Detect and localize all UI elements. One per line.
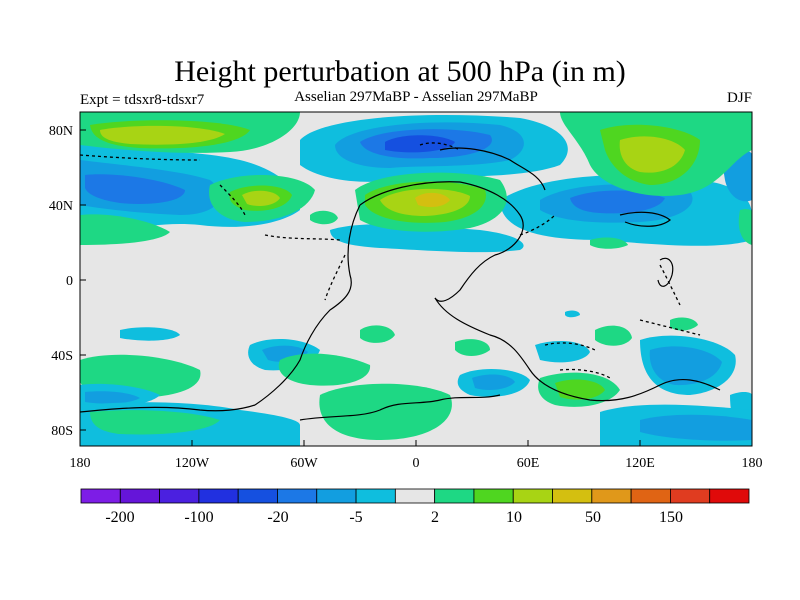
contour-pos-east-band: [738, 209, 752, 245]
contour-neg-sw-small: [120, 327, 180, 341]
contour-neg-band-40n: [330, 224, 524, 253]
coast-pangea-south: [434, 297, 721, 402]
contour-neg-aus: [535, 340, 590, 363]
coast-east-block: [657, 257, 674, 287]
contour-pos-small-20n: [590, 237, 628, 249]
coast-china-block: [619, 211, 671, 227]
season-label: DJF: [726, 90, 752, 106]
colorbar: [80, 488, 750, 504]
contour-neg-s-indian-mid: [472, 374, 515, 390]
colorbar-swatch: [709, 488, 750, 504]
colorbar-swatch: [277, 488, 318, 504]
y-tick-label: 40S: [51, 349, 73, 364]
y-axis-labels: 80N 40N 0 40S 80S: [49, 124, 73, 439]
x-tick-label: 120E: [625, 456, 655, 471]
colorbar-label: -100: [184, 509, 213, 526]
colorbar-label: -5: [349, 509, 362, 526]
contour-pos-s-atlantic: [319, 383, 452, 440]
y-tick-label: 80N: [49, 124, 73, 139]
colorbar-swatch: [198, 488, 239, 504]
map-title: Height perturbation at 500 hPa (in m): [174, 55, 626, 88]
contour-pos-west-band: [80, 214, 170, 245]
colorbar-label: 150: [659, 509, 683, 526]
y-tick-label: 80S: [51, 424, 73, 439]
colorbar-label: 50: [585, 509, 601, 526]
colorbar-swatch: [512, 488, 553, 504]
contour-pos-se-small: [595, 325, 632, 346]
x-tick-label: 180: [70, 456, 91, 471]
contour-pos-40n-west-core: [242, 190, 280, 206]
contour-neg-se-mid: [649, 346, 722, 386]
experiment-label: Expt = tdsxr8-tdsxr7: [80, 92, 205, 108]
colorbar-swatch: [119, 488, 160, 504]
colorbar-swatch: [591, 488, 632, 504]
colorbar-swatch: [630, 488, 671, 504]
contour-pos-south-center-small: [360, 325, 395, 343]
colorbar-swatch: [552, 488, 593, 504]
y-axis-ticks: [80, 129, 86, 431]
paleo-coast-dashed: [80, 142, 701, 379]
colorbar-swatch: [159, 488, 200, 504]
contour-neg-polar-east-mid: [640, 414, 752, 441]
contour-neg-small-se: [565, 310, 580, 318]
contour-fields: [80, 112, 752, 446]
colorbar-swatch: [355, 488, 396, 504]
coast-east-north: [439, 147, 546, 191]
colorbar-swatch: [80, 488, 121, 504]
colorbar-labels: -200 -100 -20 -5 2 10 50 150: [105, 509, 683, 526]
colorbar-swatch: [394, 488, 436, 504]
colorbar-label: -20: [267, 509, 288, 526]
contour-neg-nw-core: [85, 174, 185, 204]
x-axis-labels: 180 120W 60W 0 60E 120E 180: [70, 456, 763, 471]
contour-pos-south-mid-small: [455, 339, 490, 356]
coastlines: [80, 147, 721, 421]
colorbar-label: -200: [105, 509, 134, 526]
colorbar-swatch: [434, 488, 475, 504]
x-tick-label: 0: [413, 456, 420, 471]
colorbar-swatch: [473, 488, 514, 504]
contour-pos-small-40n: [310, 210, 338, 225]
contour-neg-north-center-max: [385, 135, 455, 153]
coast-polar: [299, 394, 501, 421]
contour-pos-nw-core: [100, 125, 225, 145]
colorbar-label: 10: [506, 509, 522, 526]
contour-neg-sw-ocean-mid: [85, 391, 140, 404]
x-tick-label: 120W: [175, 456, 210, 471]
contour-pos-south-west: [278, 353, 371, 386]
contour-pos-center-max: [415, 192, 450, 208]
y-tick-label: 0: [66, 274, 73, 289]
x-tick-label: 180: [742, 456, 763, 471]
coast-pangea-north: [359, 181, 524, 302]
colorbar-swatch: [670, 488, 711, 504]
x-tick-label: 60E: [517, 456, 540, 471]
x-axis-ticks: [79, 440, 753, 446]
contour-neg-ne-core: [570, 190, 665, 214]
colorbar-label: 2: [431, 509, 439, 526]
coast-gondwana-south: [80, 404, 256, 413]
contour-pos-polar-west: [90, 410, 220, 435]
colorbar-swatch: [237, 488, 278, 504]
x-tick-label: 60W: [290, 456, 318, 471]
coast-pangea-west: [254, 204, 361, 406]
period-label: Asselian 297MaBP - Asselian 297MaBP: [294, 89, 538, 105]
y-tick-label: 40N: [49, 199, 73, 214]
colorbar-swatch: [316, 488, 357, 504]
contour-pos-se-tiny: [670, 317, 698, 331]
contour-pos-ne-core: [619, 136, 685, 173]
